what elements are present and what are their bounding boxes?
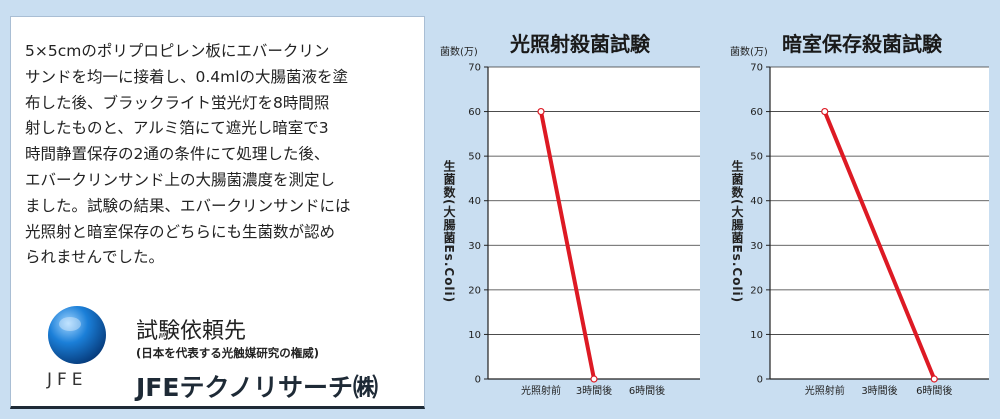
- y-tick-label: 60: [468, 107, 481, 118]
- y-tick-label: 70: [750, 63, 763, 74]
- unit-label: 菌数(万): [440, 47, 478, 58]
- description-line: 布した後、ブラックライト蛍光灯を8時間照: [25, 93, 330, 112]
- x-tick-label: 6時間後: [916, 384, 952, 397]
- description-line: ました。試験の結果、エバークリンサンドには: [25, 196, 351, 215]
- y-tick-label: 30: [468, 241, 481, 252]
- plot-area: [770, 67, 989, 379]
- plot-area: [488, 67, 700, 379]
- description-line: 5×5cmのポリプロピレン板にエバークリン: [25, 42, 330, 60]
- y-axis-label: 生菌数(大腸菌Es.Coli): [442, 160, 456, 304]
- x-tick-label: 6時間後: [629, 384, 665, 397]
- y-tick-label: 20: [750, 285, 763, 296]
- y-tick-label: 40: [750, 196, 763, 207]
- description-line: 光照射と暗室保存のどちらにも生菌数が認め: [25, 222, 336, 241]
- series-line: [822, 109, 937, 381]
- chart-title: 光照射殺菌試験: [510, 32, 650, 56]
- description-text: 5×5cmのポリプロピレン板にエバークリン サンドを均一に接着し、0.4mlの大…: [25, 39, 415, 271]
- y-tick-label: 0: [475, 375, 481, 386]
- jfe-logo-icon: [48, 306, 106, 364]
- description-line: られませんでした。: [25, 248, 165, 267]
- organization-name: JFEテクノリサーチ㈱: [136, 373, 378, 402]
- description-line: サンドを均一に接着し、0.4mlの大腸菌液を塗: [25, 67, 349, 86]
- description-line: 時間静置保存の2通の条件にて処理した後、: [25, 145, 330, 164]
- x-tick-label: 3時間後: [861, 384, 897, 397]
- y-tick-label: 60: [750, 107, 763, 118]
- y-tick-label: 0: [757, 375, 763, 386]
- x-tick-label: 3時間後: [576, 384, 612, 397]
- data-point: [537, 107, 545, 116]
- y-tick-label: 70: [468, 63, 481, 74]
- description-line: 射したものと、アルミ箔にて遮光し暗室で3: [25, 119, 329, 138]
- y-tick-label: 10: [750, 330, 763, 341]
- y-tick-label: 50: [750, 152, 763, 163]
- test-organization-label: 試験依頼先: [136, 319, 247, 344]
- y-tick-label: 30: [750, 241, 763, 252]
- x-tick-label: 光照射前: [805, 384, 845, 397]
- x-tick-label: 光照射前: [521, 384, 561, 397]
- logo-text: JFE: [47, 370, 88, 390]
- series-line: [539, 109, 596, 381]
- y-tick-label: 50: [468, 152, 481, 163]
- data-point: [590, 375, 598, 383]
- data-point: [930, 375, 938, 383]
- description-panel: 5×5cmのポリプロピレン板にエバークリン サンドを均一に接着し、0.4mlの大…: [10, 16, 425, 409]
- y-tick-label: 40: [468, 196, 481, 207]
- y-tick-label: 10: [468, 330, 481, 341]
- organization-subtitle: (日本を代表する光触媒研究の権威): [136, 346, 320, 360]
- y-axis-label: 生菌数(大腸菌Es.Coli): [730, 160, 744, 304]
- chart-title: 暗室保存殺菌試験: [782, 32, 942, 56]
- y-tick-label: 20: [468, 285, 481, 296]
- unit-label: 菌数(万): [730, 47, 768, 58]
- data-point: [821, 107, 829, 116]
- description-line: エバークリンサンド上の大腸菌濃度を測定し: [25, 170, 336, 189]
